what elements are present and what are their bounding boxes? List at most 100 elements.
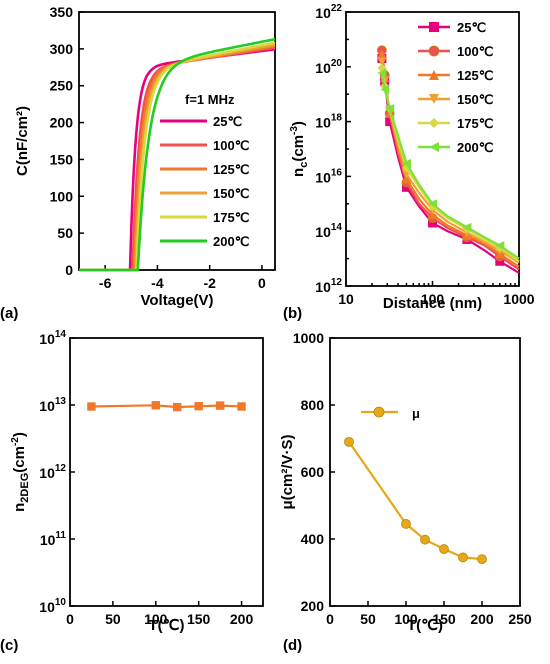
panel-c-tag: (c) — [0, 637, 18, 654]
panel-d-point — [439, 544, 449, 554]
panel-a-legend-title: f=1 MHz — [185, 92, 235, 107]
panel-a-xtick-label: -2 — [203, 275, 216, 291]
panel-a-ytick-label: 50 — [57, 225, 73, 241]
panel-d-point — [344, 436, 354, 447]
panel-d-point — [401, 519, 411, 529]
panel-a-ylabel: C(nF/cm²) — [14, 106, 31, 176]
panel-b-point-5 — [385, 104, 395, 114]
panel-b-legend-marker-0 — [429, 22, 439, 32]
panel-b-ytick-label: 1020 — [315, 58, 342, 76]
panel-b-legend-label-0: 25℃ — [457, 20, 486, 35]
panel-a-legend-label-2: 125℃ — [213, 162, 249, 177]
panel-d-xtick-label: 150 — [432, 611, 456, 627]
panel-d-tag: (d) — [283, 637, 302, 654]
panel-c-point — [87, 402, 96, 411]
panel-b-legend-label-2: 125℃ — [457, 68, 493, 83]
panel-d-point — [458, 552, 468, 563]
panel-c-ytick-label: 1011 — [40, 530, 67, 548]
panel-b-point-2 — [377, 49, 387, 59]
panel-d-legend-label: μ — [412, 406, 420, 421]
panel-b-legend-label-5: 200℃ — [457, 140, 493, 155]
panel-b-legend-label-4: 175℃ — [457, 116, 493, 131]
panel-d-point — [477, 554, 487, 564]
panel-b: 1012 1014 1016 1018 1020 1022 10 100 1000 25℃ 100℃… — [283, 3, 535, 322]
panel-d-frame — [329, 337, 521, 607]
panel-d-legend-marker — [373, 406, 385, 418]
panel-b-ytick-label: 1014 — [315, 222, 342, 240]
panel-a-ytick-label: 300 — [50, 41, 74, 57]
panel-c-point — [237, 402, 246, 411]
panel-d-xtick-label: 0 — [326, 611, 334, 627]
panel-c-point — [194, 401, 203, 411]
panel-d-xlabel: T(℃) — [407, 617, 443, 634]
panel-a-tag: (a) — [0, 305, 18, 322]
panel-b-legend-marker-1 — [428, 45, 440, 57]
panel-d-ytick-label: 200 — [301, 598, 325, 614]
panel-c-point — [215, 401, 225, 410]
panel-a-legend-label-4: 175℃ — [213, 210, 249, 225]
panel-b-legend-marker-5 — [429, 142, 439, 152]
panel-b-point-5 — [401, 158, 411, 168]
panel-c-xtick-label: 200 — [230, 611, 254, 627]
panel-a-ytick-label: 100 — [50, 188, 74, 204]
panel-a: 0 50 100 150 200 250 300 350 -6 -4 -2 0 f=1 MHz 25℃ 10… — [0, 4, 276, 322]
panel-b-point-5 — [377, 68, 387, 78]
panel-a-xtick-label: -4 — [151, 275, 164, 291]
panel-b-xlabel: Distance (nm) — [383, 295, 482, 312]
panel-b-point-5 — [428, 199, 437, 209]
panel-c-xtick-label: 0 — [66, 611, 74, 627]
panel-b-legend-marker-2 — [429, 70, 439, 80]
panel-a-frame — [78, 11, 276, 271]
panel-d-xtick-label: 50 — [360, 611, 376, 627]
panel-d-ylabel: μ(cm²/V·S) — [279, 434, 296, 509]
panel-a-ytick-label: 250 — [50, 78, 74, 94]
panel-b-ytick-label: 1012 — [315, 277, 342, 295]
panel-a-legend-label-5: 200℃ — [213, 234, 249, 249]
panel-d-ytick-label: 400 — [301, 531, 325, 547]
panel-c-ytick-label: 1012 — [39, 463, 66, 481]
panel-d-xtick-label: 200 — [470, 611, 494, 627]
panel-b-point-5 — [462, 222, 472, 232]
panel-a-xlabel: Voltage(V) — [140, 292, 213, 309]
panel-c-ylabel: n2DEG(cm-2) — [10, 432, 31, 512]
panel-d-point — [420, 534, 430, 545]
panel-b-tag: (b) — [283, 305, 302, 322]
panel-c-ytick-label: 1014 — [39, 329, 66, 347]
panel-c-ytick-label: 1010 — [39, 597, 66, 615]
panel-b-ytick-label: 1018 — [315, 113, 342, 131]
panel-b-ytick-label: 1022 — [315, 3, 342, 21]
panel-b-point-0 — [385, 117, 395, 127]
panel-c-ytick-label: 1013 — [39, 396, 66, 414]
panel-b-legend-label-3: 150℃ — [457, 92, 493, 107]
panel-c-xlabel: T(℃) — [149, 617, 185, 634]
panel-b-ytick-label: 1016 — [315, 167, 342, 185]
panel-a-ytick-label: 350 — [50, 4, 74, 20]
panel-a-ytick-label: 0 — [65, 262, 73, 278]
panel-b-ylabel: nc(cm-3) — [289, 121, 310, 177]
panel-d-series-0 — [348, 441, 483, 561]
panel-a-ytick-label: 200 — [50, 115, 74, 131]
panel-b-xtick-label: 10 — [338, 291, 354, 307]
panel-a-legend-label-1: 100℃ — [213, 138, 249, 153]
panel-a-legend-label-3: 150℃ — [213, 186, 249, 201]
panel-a-xtick-label: -6 — [99, 275, 112, 291]
panel-b-xtick-label: 100 — [421, 291, 445, 307]
panel-c-xtick-label: 100 — [144, 611, 168, 627]
panel-b-series-5 — [380, 72, 520, 260]
panel-c-xtick-label: 50 — [105, 611, 121, 627]
panel-d-ytick-label: 600 — [301, 464, 325, 480]
panel-c: 1010 1011 1012 1013 1014 0 50 100 150 200 T(℃) n2DE… — [0, 329, 264, 654]
panel-c-point — [151, 401, 160, 410]
panel-b-point-5 — [380, 84, 390, 94]
panel-d-xtick-label: 100 — [394, 611, 418, 627]
panel-d-ytick-label: 1000 — [293, 330, 324, 346]
panel-b-legend-marker-4 — [429, 118, 439, 128]
panel-b-point-5 — [495, 241, 505, 251]
panel-b-legend-label-1: 100℃ — [457, 44, 493, 59]
panel-a-legend-label-0: 25℃ — [213, 114, 242, 129]
panel-a-series-5 — [79, 37, 276, 272]
panel-c-xtick-label: 150 — [187, 611, 211, 627]
panel-a-xtick-label: 0 — [258, 275, 266, 291]
panel-c-frame — [69, 337, 264, 607]
